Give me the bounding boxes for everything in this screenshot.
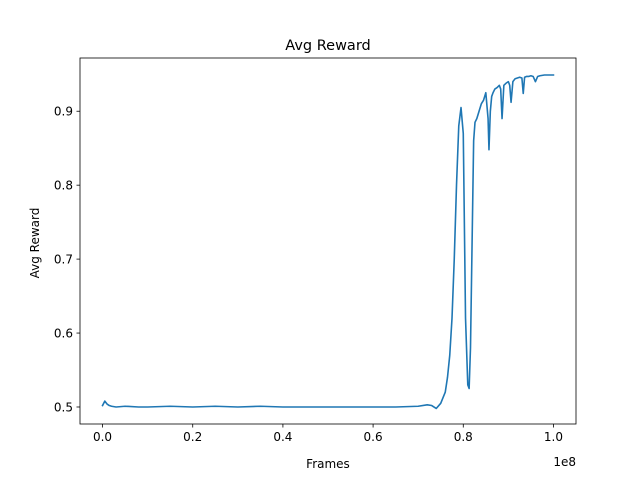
axes-layer: 0.0 0.2 0.4 0.6 0.8 1.0 0.5 0.6 0.7 0.8 0.9	[54, 57, 577, 444]
x-axis-label: Frames	[306, 457, 350, 471]
series-line-0	[101, 74, 555, 410]
x-tick-label-5: 1.0	[544, 430, 563, 444]
x-tick-label-1: 0.2	[183, 430, 202, 444]
series-layer	[101, 74, 555, 410]
y-axis-label: Avg Reward	[28, 208, 42, 279]
x-tick-label-2: 0.4	[273, 430, 292, 444]
y-tick-label-0: 0.5	[54, 400, 73, 414]
y-tick-label-4: 0.9	[54, 105, 73, 119]
y-tick-label-3: 0.8	[54, 178, 73, 192]
chart-title: Avg Reward	[285, 38, 370, 54]
plot-area	[80, 58, 576, 424]
x-axis-offset-label: 1e8	[553, 455, 576, 469]
axes-frame	[79, 57, 577, 425]
x-tick-label-0: 0.0	[93, 430, 112, 444]
x-tick-label-4: 0.8	[454, 430, 473, 444]
x-tick-label-3: 0.6	[364, 430, 383, 444]
plot-background	[80, 58, 576, 424]
y-tick-label-1: 0.6	[54, 326, 73, 340]
y-tick-label-2: 0.7	[54, 252, 73, 266]
